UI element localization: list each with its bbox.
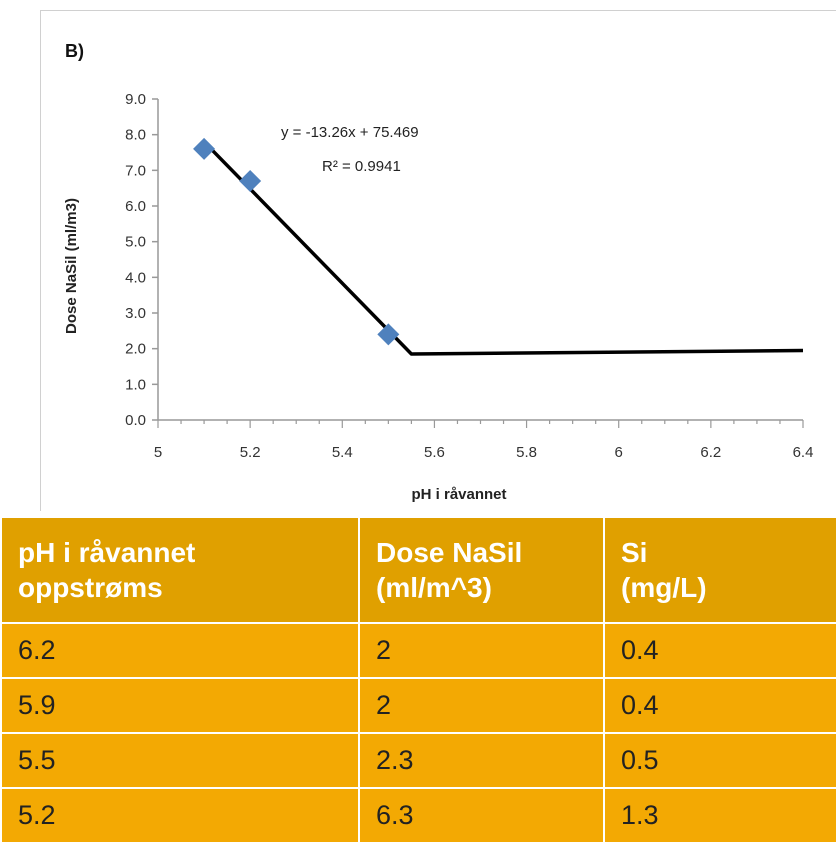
cell-dose: 2 (358, 677, 605, 734)
cell-si: 1.3 (603, 787, 836, 844)
y-tick-label: 7.0 (125, 162, 146, 179)
r-squared-label: R² = 0.9941 (322, 158, 401, 175)
x-tick-label: 5 (154, 444, 162, 461)
table-header-row: pH i råvannet oppstrøms Dose NaSil (ml/m… (0, 516, 836, 624)
x-tick-label: 5.8 (516, 444, 537, 461)
y-tick-label: 6.0 (125, 198, 146, 215)
x-tick-label: 5.4 (332, 444, 353, 461)
cell-dose: 2 (358, 622, 605, 679)
cell-ph: 6.2 (0, 622, 360, 679)
data-point (377, 323, 400, 346)
cell-ph: 5.9 (0, 677, 360, 734)
y-tick-label: 9.0 (125, 91, 146, 108)
cell-si: 0.4 (603, 622, 836, 679)
header-ph-line1: pH i råvannet (18, 537, 196, 568)
x-tick-label: 6.4 (793, 444, 814, 461)
y-tick-label: 8.0 (125, 127, 146, 144)
header-si-line1: Si (621, 537, 648, 568)
x-tick-label: 5.6 (424, 444, 445, 461)
y-tick-label: 5.0 (125, 234, 146, 251)
chart-panel: B) 0.0 1.0 2.0 3.0 4.0 5.0 6.0 7.0 8.0 9.0 5 5.2 5.4… (40, 10, 836, 511)
fit-equation: y = -13.26x + 75.469 (281, 124, 419, 141)
y-tick-label: 4.0 (125, 269, 146, 286)
chart-svg: B) 0.0 1.0 2.0 3.0 4.0 5.0 6.0 7.0 8.0 9.0 5 5.2 5.4… (63, 41, 814, 503)
header-ph-line2: oppstrøms (18, 572, 163, 603)
x-tick-label: 6 (615, 444, 623, 461)
x-axis-title: pH i råvannet (411, 486, 506, 503)
table-row: 5.5 2.3 0.5 (0, 732, 836, 789)
cell-si: 0.5 (603, 732, 836, 789)
cell-dose: 2.3 (358, 732, 605, 789)
x-tick-label: 5.2 (240, 444, 261, 461)
fit-line (202, 140, 804, 356)
table-row: 5.2 6.3 1.3 (0, 787, 836, 844)
header-dose: Dose NaSil (ml/m^3) (358, 516, 605, 624)
table-row: 5.9 2 0.4 (0, 677, 836, 734)
header-ph: pH i råvannet oppstrøms (0, 516, 360, 624)
x-tick-label: 6.2 (700, 444, 721, 461)
header-si: Si (mg/L) (603, 516, 836, 624)
y-tick-label: 2.0 (125, 341, 146, 358)
data-point (239, 170, 262, 193)
header-si-line2: (mg/L) (621, 572, 707, 603)
table-row: 6.2 2 0.4 (0, 622, 836, 679)
data-table: pH i råvannet oppstrøms Dose NaSil (ml/m… (0, 516, 836, 844)
panel-label: B) (65, 41, 84, 61)
y-tick-label: 1.0 (125, 376, 146, 393)
header-dose-line2: (ml/m^3) (376, 572, 492, 603)
y-axis-title: Dose NaSil (ml/m3) (63, 198, 80, 334)
y-tick-label: 0.0 (125, 412, 146, 429)
y-tick-label: 3.0 (125, 305, 146, 322)
cell-ph: 5.2 (0, 787, 360, 844)
header-dose-line1: Dose NaSil (376, 537, 523, 568)
cell-ph: 5.5 (0, 732, 360, 789)
cell-si: 0.4 (603, 677, 836, 734)
cell-dose: 6.3 (358, 787, 605, 844)
data-point (193, 137, 216, 160)
